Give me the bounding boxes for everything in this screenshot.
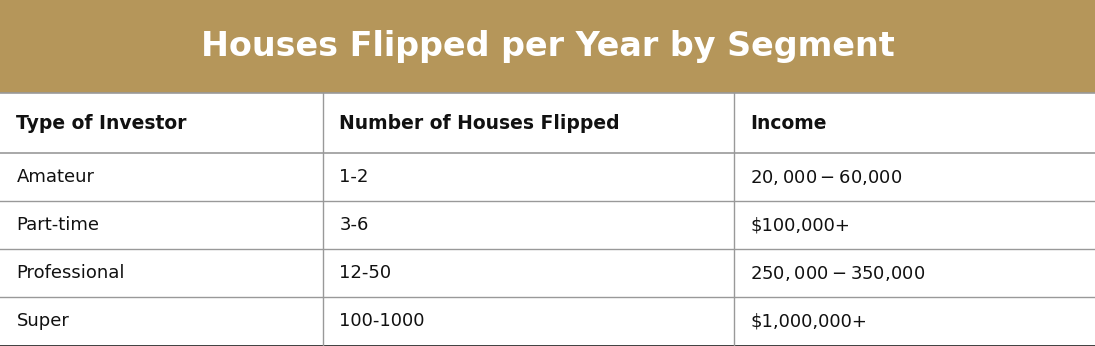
Text: Income: Income (750, 113, 827, 133)
Text: Amateur: Amateur (16, 168, 94, 186)
Bar (0, 249, 1095, 297)
Text: 3-6: 3-6 (339, 216, 369, 234)
Text: $1,000,000+: $1,000,000+ (750, 312, 867, 330)
Text: $100,000+: $100,000+ (750, 216, 850, 234)
Text: Houses Flipped per Year by Segment: Houses Flipped per Year by Segment (200, 30, 895, 63)
Text: 1-2: 1-2 (339, 168, 369, 186)
Text: $250,000-$350,000: $250,000-$350,000 (750, 264, 925, 283)
Text: Professional: Professional (16, 264, 125, 282)
Text: $20,000-$60,000: $20,000-$60,000 (750, 168, 902, 187)
Bar (0, 93, 1095, 153)
Bar (0, 201, 1095, 249)
Text: Part-time: Part-time (16, 216, 100, 234)
Text: Number of Houses Flipped: Number of Houses Flipped (339, 113, 620, 133)
Text: 100-1000: 100-1000 (339, 312, 425, 330)
Text: Type of Investor: Type of Investor (16, 113, 187, 133)
Bar (0, 0, 1095, 93)
Text: Super: Super (16, 312, 69, 330)
Bar (0, 153, 1095, 201)
Text: 12-50: 12-50 (339, 264, 392, 282)
Bar (0, 297, 1095, 345)
